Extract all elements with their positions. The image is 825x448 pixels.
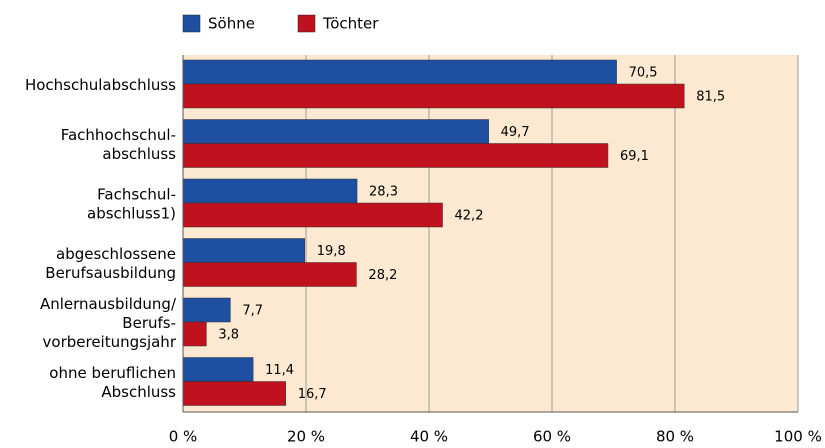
data-label: 16,7	[298, 387, 327, 402]
bar	[182, 83, 685, 109]
data-label: 19,8	[317, 244, 346, 259]
bar	[182, 381, 286, 406]
x-tick-label: 100 %	[774, 428, 822, 446]
legend-label: Söhne	[208, 15, 255, 33]
x-tick-label: 60 %	[533, 428, 571, 446]
y-tick-label-line: Berufs-	[122, 313, 176, 331]
x-tick-label: 0 %	[169, 428, 198, 446]
bar	[182, 178, 358, 204]
y-tick-label: Fachhochschul-abschluss	[61, 125, 176, 162]
data-label: 49,7	[501, 125, 530, 140]
bar	[182, 321, 207, 347]
data-label: 69,1	[620, 149, 649, 164]
x-tick-label: 20 %	[287, 428, 325, 446]
y-tick-label-line: Fachhochschul-	[61, 125, 176, 143]
plot-background	[183, 55, 798, 412]
y-tick-label-line: abgeschlossene	[56, 244, 176, 262]
y-tick-label-line: ohne beruflichen	[49, 363, 176, 381]
y-tick-label: Fachschul-abschluss1)	[87, 185, 176, 222]
y-tick-label-line: Fachschul-	[97, 185, 176, 203]
y-tick-label: ohne beruflichen Abschluss	[49, 363, 176, 400]
y-tick-label: Anlernausbildung/Berufs-vorbereitungsjah…	[40, 294, 177, 350]
bar	[182, 143, 609, 168]
bar	[182, 262, 357, 287]
bar	[182, 202, 443, 228]
y-tick-label-line: vorbereitungsjahr	[43, 332, 177, 350]
data-label: 70,5	[629, 66, 658, 81]
data-label: 3,8	[218, 328, 239, 343]
y-tick-label-line: Hochschulabschluss	[25, 75, 176, 93]
y-tick-label: abgeschlossene Berufsausbildung	[45, 244, 176, 281]
data-label: 81,5	[696, 90, 725, 105]
data-label: 42,2	[455, 209, 484, 224]
y-tick-label-line: Berufsausbildung	[45, 263, 176, 281]
data-label: 28,3	[369, 185, 398, 200]
y-tick-label-line: abschluss1)	[87, 204, 176, 222]
y-tick-label: Hochschulabschluss	[25, 75, 176, 93]
y-tick-label-line: Anlernausbildung/	[40, 294, 177, 312]
legend-label: Töchter	[322, 15, 379, 33]
y-tick-label-line: abschluss	[102, 144, 176, 162]
x-tick-label: 40 %	[410, 428, 448, 446]
bar	[182, 59, 617, 85]
data-label: 11,4	[265, 363, 294, 378]
x-tick-label: 80 %	[656, 428, 694, 446]
legend-swatch	[182, 14, 201, 33]
bar	[182, 357, 254, 382]
data-label: 28,2	[368, 268, 397, 283]
bar	[182, 297, 231, 323]
bar	[182, 119, 489, 144]
y-tick-label-line: Abschluss	[101, 382, 176, 400]
legend-swatch	[297, 14, 316, 33]
data-label: 7,7	[242, 304, 263, 319]
bar	[182, 238, 306, 263]
